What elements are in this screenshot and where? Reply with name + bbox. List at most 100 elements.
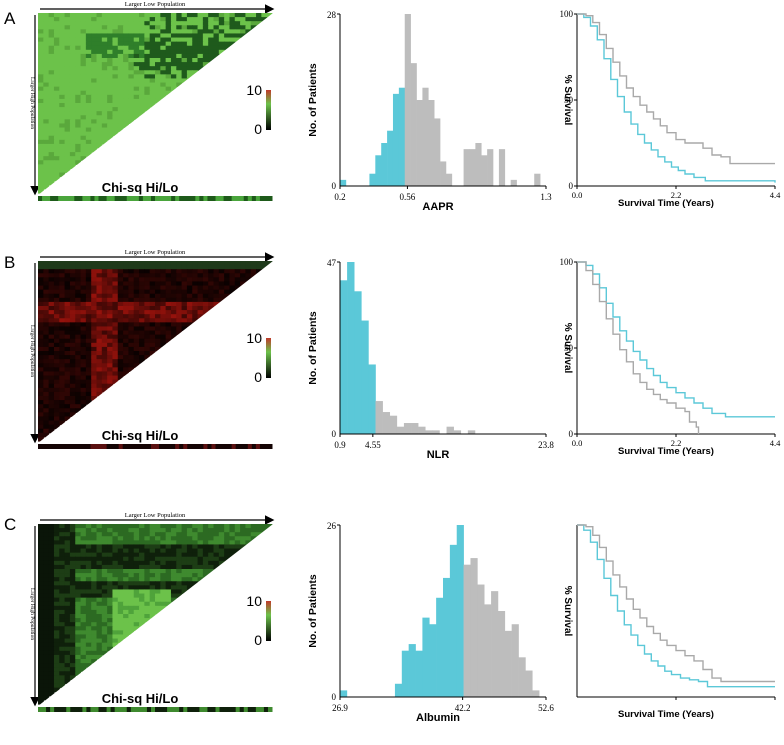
heatmap-green-dark-cell — [69, 528, 76, 533]
heatmap-dark-cell — [96, 265, 103, 270]
heatmap-green-dark-cell — [202, 552, 209, 558]
heatmap-strip-cell — [183, 444, 188, 449]
heatmap-green-dark-cell — [43, 659, 50, 664]
heatmap-dark-cell — [107, 289, 114, 295]
heatmap-green-cell — [53, 172, 60, 178]
heatmap-green-cell — [234, 13, 241, 18]
heatmap-dark-cell — [91, 355, 98, 360]
heatmap-green-cell — [43, 86, 50, 92]
heatmap-green-cell — [139, 13, 145, 18]
heatmap-green-cell — [80, 98, 87, 104]
heatmap-green-dark-cell — [224, 552, 231, 558]
heatmap-green-cell — [181, 53, 188, 59]
heatmap-green-dark-cell — [43, 573, 50, 578]
heatmap-green-cell — [59, 33, 66, 39]
heatmap-dark-cell — [208, 306, 215, 311]
heatmap-green-dark-cell — [43, 536, 50, 541]
heatmap-strip-cell — [159, 444, 164, 449]
heatmap-green-dark-cell — [128, 556, 135, 562]
heatmap-green-dark-cell — [144, 544, 151, 550]
heatmap-green-dark-cell — [53, 560, 60, 566]
heatmap-green-cell — [123, 94, 130, 100]
heatmap-green-dark-cell — [128, 573, 135, 578]
heatmap-green-dark-cell — [160, 552, 167, 558]
heatmap-dark-cell — [75, 346, 82, 352]
heatmap-green-dark-cell — [170, 548, 177, 554]
heatmap-dark-cell — [224, 273, 231, 278]
heatmap-green-cell — [149, 94, 156, 100]
heatmap-strip-cell — [247, 196, 253, 201]
heatmap-green-dark-cell — [75, 585, 82, 591]
heatmap-green-cell — [112, 94, 119, 100]
heatmap-dark-cell — [43, 322, 50, 328]
heatmap-green-dark-cell — [170, 556, 177, 562]
heatmap-dark-cell — [38, 273, 44, 278]
heatmap-dark-cell — [53, 281, 60, 287]
heatmap-green-dark-cell — [59, 671, 66, 676]
heatmap-green-cell — [80, 156, 87, 161]
heatmap-green-dark-cell — [176, 544, 183, 550]
heatmap-green-cell — [38, 156, 44, 161]
heatmap-dark-cell — [75, 391, 82, 397]
heatmap-dark-cell — [170, 277, 177, 283]
heatmap-green-dark-cell — [202, 560, 209, 566]
heatmap-green-cell — [240, 29, 247, 35]
heatmap-green-dark-cell — [101, 605, 108, 611]
heatmap-dark-cell — [69, 338, 76, 344]
heatmap-green-cell — [165, 78, 172, 84]
heatmap-green-cell — [123, 33, 130, 39]
heatmap-green-dark-cell — [96, 532, 103, 537]
heatmap-green-dark-cell — [101, 536, 108, 541]
heatmap-dark-cell — [80, 363, 87, 368]
heatmap-green-cell — [91, 17, 98, 22]
heatmap-green-dark-cell — [59, 675, 66, 681]
heatmap-dark-cell — [133, 297, 140, 303]
heatmap-green-dark-cell — [80, 659, 87, 664]
heatmap-dark-cell — [186, 322, 193, 328]
heatmap-green-dark-cell — [75, 638, 82, 644]
heatmap-green-dark-cell — [48, 581, 55, 586]
heatmap-green-dark-cell — [107, 540, 114, 546]
heatmap-dark-cell — [101, 379, 108, 385]
heatmap-dark-cell — [48, 379, 55, 385]
heatmap-green-cell — [208, 25, 215, 30]
heatmap-green-dark-cell — [107, 532, 114, 537]
heatmap-dark-cell — [38, 285, 44, 291]
heatmap-dark-cell — [101, 342, 108, 348]
heatmap-green-dark-cell — [186, 528, 193, 533]
heatmap-green-dark-cell — [75, 577, 82, 582]
heatmap-green-dark-cell — [43, 634, 50, 640]
heatmap-green-dark-cell — [112, 581, 119, 586]
histogram-bar — [422, 617, 430, 697]
heatmap-dark-cell — [48, 301, 55, 307]
heatmap-strip-cell — [90, 444, 95, 449]
heatmap-green-cell — [69, 115, 76, 120]
heatmap-strip-cell — [187, 444, 192, 449]
heatmap-dark-cell — [53, 326, 60, 332]
heatmap-green-dark-cell — [117, 585, 124, 591]
heatmap-green-cell — [165, 49, 172, 55]
heatmap-dark-cell — [139, 334, 145, 340]
heatmap-green-cell — [43, 49, 50, 55]
histogram-bar — [510, 179, 517, 186]
heatmap-green-dark-cell — [165, 597, 172, 603]
heatmap-green-dark-cell — [139, 614, 145, 619]
heatmap-green-dark-cell — [59, 663, 66, 668]
heatmap-dark-cell — [192, 289, 199, 295]
heatmap-green-dark-cell — [101, 597, 108, 603]
heatmap-dark-cell — [48, 400, 55, 405]
heatmap-green-dark-cell — [48, 573, 55, 578]
heatmap-green-cell — [48, 164, 55, 170]
heatmap-dark-cell — [186, 265, 193, 270]
heatmap-green-cell — [139, 74, 145, 80]
heatmap-dark-cell — [112, 301, 119, 307]
heatmap-green-dark-cell — [59, 593, 66, 599]
heatmap-green-cell — [53, 70, 60, 75]
heatmap-green-dark-cell — [197, 524, 204, 529]
heatmap-green-dark-cell — [96, 630, 103, 636]
heatmap-green-dark-cell — [266, 524, 273, 529]
heatmap-green-dark-cell — [139, 601, 145, 607]
heatmap-green-cell — [64, 160, 71, 165]
heatmap-green-cell — [48, 176, 55, 182]
heatmap-green-dark-cell — [213, 552, 220, 558]
